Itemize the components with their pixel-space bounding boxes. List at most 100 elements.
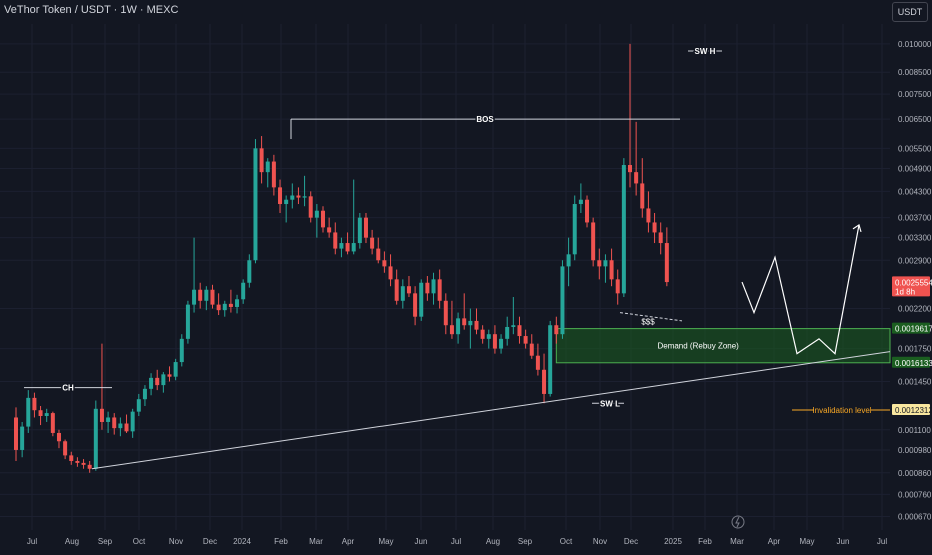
candle-body [578,199,583,205]
y-tick-label: 0.003700 [898,214,932,223]
candle-body [271,161,276,188]
zone-layer: Demand (Rebuy Zone) [555,328,891,364]
bos-label: BOS [476,115,494,124]
candle-body [646,208,651,223]
candle-body [136,399,141,412]
y-tick-label: 0.003300 [898,234,932,243]
x-tick-label: Feb [274,537,288,546]
candle-body [106,417,111,422]
currency-button[interactable]: USDT [892,2,928,22]
candle-body [149,377,154,389]
x-tick-label: Jun [837,537,850,546]
candle-body [585,199,590,223]
candle-body [542,369,547,394]
x-tick-label: Dec [624,537,638,546]
candle-body [658,232,663,244]
candle-body [517,325,522,337]
y-axis[interactable]: 0.010000 0.008500 0.007500 0.006500 0.005500… [892,40,932,522]
candle-body [167,374,172,377]
candle-body [486,334,491,339]
grid-layer [0,24,890,530]
x-tick-label: Dec [203,537,217,546]
demand-zone-rect [555,328,891,364]
candle-body [634,172,639,184]
y-tick-label: 0.001450 [898,377,932,386]
candle-body [511,325,516,327]
y-tick-label: 0.000980 [898,446,932,455]
candle-body [400,286,405,301]
candle-body [333,232,338,249]
demand-zone-label: Demand (Rebuy Zone) [657,342,739,351]
x-tick-label: Aug [65,537,79,546]
candle-body [388,266,393,280]
candle-body [628,165,632,173]
last-price-label-bg [892,276,930,297]
x-tick-label: Aug [486,537,500,546]
candle-body [192,289,197,305]
candle-body [38,410,43,417]
x-axis[interactable]: Jul Aug Sep Oct Nov Dec 2024 Feb Mar Apr May Jun Jul… [27,537,887,546]
x-tick-label: Apr [342,537,355,546]
candle-body [20,426,25,450]
candle-body [523,336,528,344]
candle-body [560,266,565,335]
candle-body [14,417,18,450]
candle-body [124,423,129,432]
candle-body [112,417,117,429]
candle-body [142,388,147,400]
candle-body [474,320,479,330]
candle-body [431,279,436,294]
candle-body [241,282,246,300]
candle-body [652,222,657,233]
x-tick-label: Sep [98,537,113,546]
candle-body [603,260,608,267]
y-tick-label: 0.001750 [898,345,932,354]
x-tick-label: Oct [560,537,573,546]
candle-body [93,408,98,469]
candle-body [56,432,61,442]
x-tick-label: May [378,537,393,546]
candle-body [130,411,135,432]
candle-body [370,237,375,249]
candle-body [99,408,104,422]
candle-body [419,282,424,317]
candle-body [216,304,221,311]
candle-body [376,248,381,261]
x-tick-label: Mar [730,537,744,546]
candle-body [32,397,37,411]
x-tick-label: Oct [133,537,146,546]
candle-body [247,260,252,283]
candle-body [499,338,504,349]
demand-top-label: 0.0019617 [895,325,932,334]
trendline [91,351,891,470]
candle-body [50,413,55,433]
candle-body [382,260,387,267]
candle-body [69,455,74,461]
candle-body [480,329,485,339]
sw-l-label: SW L [600,399,620,408]
candle-body [210,289,215,305]
projected-arrow-head [852,223,862,233]
candle-body [173,362,178,377]
candle-body [462,318,467,326]
candle-body [308,196,313,218]
liquidity-label: $$$ [641,317,655,326]
candle-body [314,210,319,218]
candle-body [63,441,68,456]
x-tick-label: Jun [415,537,428,546]
y-tick-label: 0.010000 [898,40,932,49]
x-tick-label: Sep [518,537,533,546]
candle-body [290,195,295,200]
candle-body [437,279,442,301]
candle-body [179,338,184,363]
chart-symbol-title: VeThor Token / USDT · 1W · MEXC [4,4,179,16]
sw-h-label: SW H [695,47,716,56]
y-tick-label: 0.000670 [898,512,932,521]
demand-top-label-bg [892,322,930,334]
candle-body [394,279,399,301]
candle-body [161,374,166,386]
candle-body [235,299,240,307]
